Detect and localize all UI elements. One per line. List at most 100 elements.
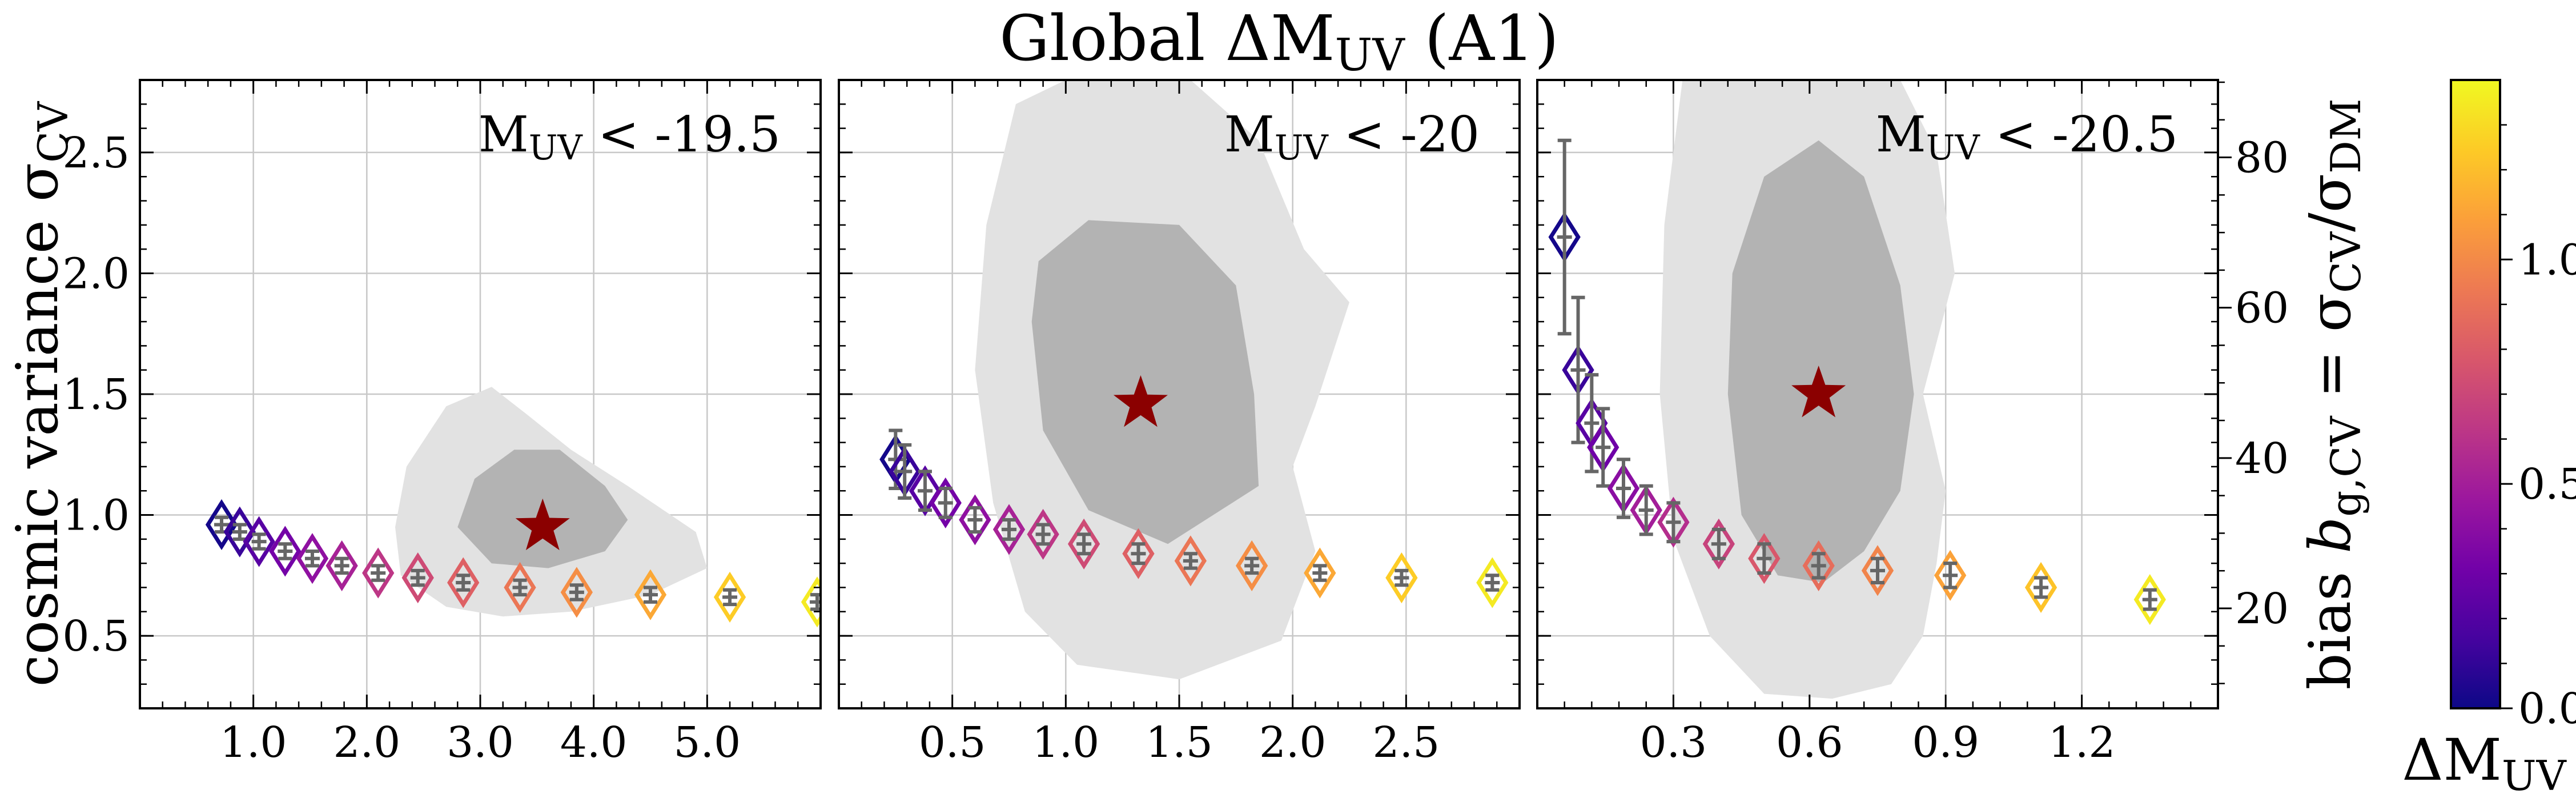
data-point-marker	[243, 516, 275, 567]
contour-inner	[1727, 140, 1914, 583]
data-point-marker	[296, 533, 329, 584]
data-point-marker	[325, 540, 358, 591]
x-tick-label: 2.0	[333, 718, 400, 767]
panel-axes: 1.0 2.0 3.0 4.0 5.0 0.5 1.0 1.5 2.0 2.5	[62, 79, 822, 767]
data-point-marker	[713, 571, 746, 623]
y-axis-left-label-sub: CV	[29, 101, 77, 163]
panel-contours	[395, 387, 708, 617]
panel-label-prefix: M	[479, 106, 529, 163]
panel-contours	[975, 80, 1349, 680]
data-point	[2133, 574, 2166, 625]
panel-muv-19-5: 1.0 2.0 3.0 4.0 5.0 0.5 1.0 1.5 2.0 2.5 MUV < -19…	[62, 79, 822, 767]
y-tick-label: 2.5	[62, 129, 130, 178]
data-point	[1576, 373, 1608, 474]
y-axis-right-label-b: b	[2297, 517, 2364, 554]
y-right-tick-label: 40	[2235, 434, 2289, 483]
panel-label-prefix: M	[1224, 106, 1275, 163]
data-point-marker	[1861, 545, 1894, 596]
data-point-marker	[929, 477, 962, 528]
data-point	[1067, 518, 1100, 570]
figure-title-main: Global ΔM	[999, 2, 1335, 75]
y-axis-left-label: cosmic variance σCV	[4, 101, 77, 687]
panel-points	[879, 428, 1509, 608]
data-point	[325, 540, 358, 591]
data-point-marker	[959, 494, 991, 546]
y-axis-right-label: bias bg,CV = σCV/σDM	[2297, 99, 2370, 690]
data-point	[992, 504, 1026, 555]
y-right-tick-label: 60	[2235, 284, 2289, 333]
data-point-marker	[1067, 518, 1100, 570]
y-tick-label: 2.0	[62, 249, 130, 298]
data-point-marker	[634, 569, 667, 620]
panel-star-layer	[1791, 366, 1846, 418]
data-point-marker	[1174, 535, 1207, 587]
x-tick-label: 1.5	[1146, 718, 1213, 767]
data-point-marker	[1657, 496, 1690, 548]
panel-label: MUV < -20	[1224, 106, 1480, 168]
data-point-marker	[205, 499, 238, 551]
best-fit-star	[1113, 375, 1168, 427]
data-point	[1236, 540, 1268, 591]
y-tick-label: 1.5	[62, 370, 130, 419]
panel-label-suffix: < -19.5	[582, 106, 781, 163]
data-point-marker	[1385, 552, 1418, 604]
panel-label: MUV < -19.5	[479, 106, 781, 168]
data-point	[401, 552, 434, 604]
figure-title-suffix: (A1)	[1405, 2, 1559, 75]
panel-points	[1548, 138, 2166, 625]
data-point	[1385, 552, 1418, 604]
y-right-tick-label: 20	[2235, 584, 2289, 633]
y-right-tick-label: 80	[2235, 134, 2289, 183]
data-point-marker	[401, 552, 434, 604]
data-point-marker	[560, 567, 593, 618]
x-tick-label: 5.0	[673, 718, 741, 767]
panel-label-sub: UV	[1275, 128, 1329, 168]
data-point	[959, 494, 991, 546]
data-point	[1562, 295, 1594, 444]
x-tick-label: 4.0	[560, 718, 628, 767]
data-point	[1607, 458, 1640, 519]
data-point-marker	[1122, 528, 1155, 579]
x-tick-label: 0.6	[1776, 718, 1843, 767]
data-point	[243, 516, 275, 567]
panel-axes: 0.5 1.0 1.5 2.0 2.5	[838, 79, 1521, 767]
data-point	[296, 533, 329, 584]
x-tick-label: 1.2	[2048, 718, 2116, 767]
figure-title-sub: UV	[1335, 30, 1406, 81]
data-point	[1657, 496, 1690, 548]
best-fit-star	[515, 498, 570, 551]
panel-star-layer	[1113, 375, 1168, 427]
data-point-marker	[1476, 557, 1509, 608]
contour-inner	[1031, 220, 1259, 544]
panel-label-suffix: < -20.5	[1980, 106, 2178, 163]
best-fit-star	[1791, 366, 1846, 418]
data-point-marker	[1304, 547, 1336, 599]
data-point-marker	[1934, 550, 1967, 601]
panel-axes: 0.3 0.6 0.9 1.2 20 40 60 80	[1536, 79, 2289, 767]
data-point	[909, 465, 942, 516]
panel-star-layer	[515, 498, 570, 551]
data-point	[713, 571, 746, 623]
data-point-marker	[447, 557, 480, 608]
data-point	[1748, 533, 1781, 584]
colorbar-tick-label: 0.5	[2518, 460, 2576, 509]
data-point	[1861, 545, 1894, 596]
panel-label-prefix: M	[1876, 106, 1926, 163]
colorbar-tick-label: 0.0	[2518, 684, 2576, 733]
x-tick-label: 0.9	[1912, 718, 1979, 767]
data-point	[1174, 535, 1207, 587]
data-point-marker	[362, 547, 395, 599]
data-point	[1587, 407, 1619, 488]
x-tick-label: 0.3	[1640, 718, 1707, 767]
panel-points	[205, 499, 821, 628]
y-tick-label: 1.0	[62, 491, 130, 540]
colorbar-label: ΔMUV	[2402, 727, 2567, 800]
panel-muv-20-5: 0.3 0.6 0.9 1.2 20 40 60 80 MUV < -20.5	[1536, 79, 2289, 767]
y-axis-right-label-eq: = σ	[2297, 293, 2364, 416]
data-point	[560, 567, 593, 618]
colorbar: 0.0 0.5 1.0 ΔMUV	[2402, 79, 2576, 800]
data-point	[634, 569, 667, 620]
y-axis-left-label-text: cosmic variance σ	[4, 163, 71, 687]
x-tick-label: 2.5	[1372, 718, 1440, 767]
data-point	[801, 576, 821, 628]
